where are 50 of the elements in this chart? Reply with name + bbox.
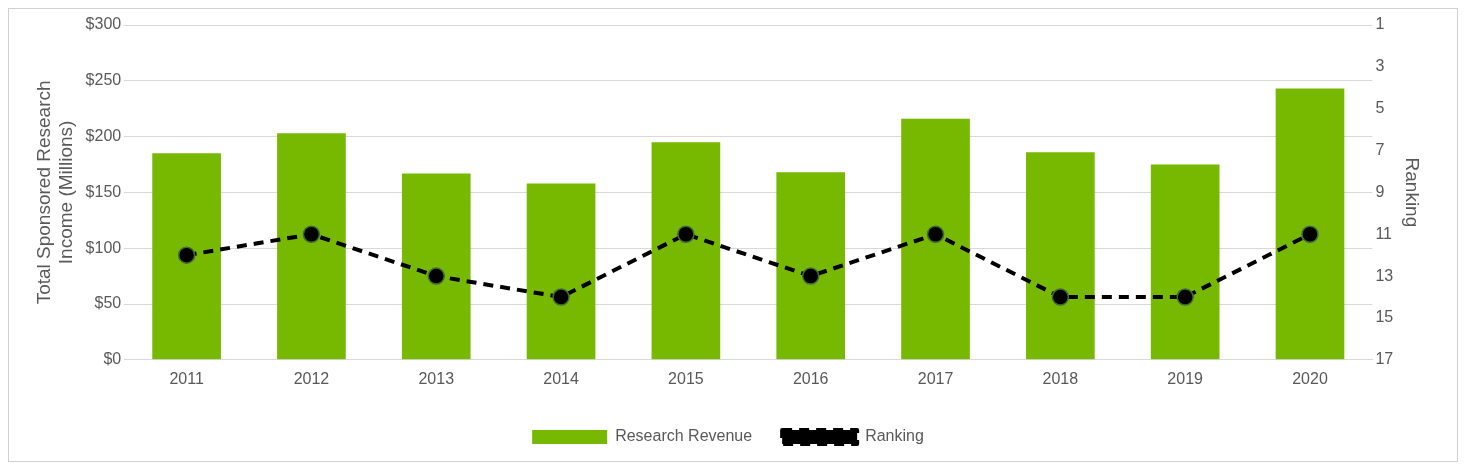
- y-tick-label: $200: [85, 127, 122, 145]
- point: [552, 288, 570, 306]
- y2-tick-label: 9: [1375, 182, 1385, 200]
- x-tick-label: 2019: [1167, 369, 1204, 387]
- bar: [1275, 88, 1345, 360]
- y-tick-label: $100: [85, 238, 122, 256]
- x-tick-label: 2014: [543, 369, 579, 387]
- point: [177, 246, 196, 264]
- x-tick-label: 2015: [668, 369, 704, 387]
- point: [427, 267, 445, 285]
- legend-label: Ranking: [865, 427, 924, 445]
- bar: [152, 153, 221, 360]
- point: [677, 225, 695, 243]
- x-tick-label: 2017: [917, 369, 954, 387]
- x-tick-label: 2018: [1042, 369, 1079, 387]
- x-tick-label: 2016: [792, 369, 829, 387]
- y2-tick-label: 17: [1375, 350, 1394, 368]
- point: [302, 225, 321, 243]
- y2-axis-title: Ranking: [1402, 157, 1424, 228]
- x-tick-label: 2011: [169, 369, 204, 387]
- bar: [1026, 152, 1095, 360]
- y-tick-label: $150: [85, 182, 122, 200]
- point: [926, 225, 945, 243]
- bar: [277, 133, 346, 360]
- y-tick-label: $0: [103, 350, 122, 368]
- y2-tick-label: 13: [1375, 266, 1394, 284]
- y-tick-label: $50: [94, 294, 122, 312]
- bar: [901, 118, 970, 360]
- y-tick-label: $300: [85, 15, 122, 33]
- y2-tick-label: 7: [1375, 140, 1385, 158]
- x-tick-label: 2020: [1292, 369, 1328, 387]
- bar: [401, 173, 471, 360]
- bar: [651, 142, 721, 360]
- y2-tick-label: 5: [1375, 99, 1385, 117]
- bar: [776, 172, 846, 360]
- point: [1176, 288, 1194, 306]
- y-axis-title: Total Sponsored Research Income (Millions): [32, 80, 77, 305]
- point: [1051, 288, 1070, 306]
- legend-label: Research Revenue: [615, 427, 753, 445]
- point: [1301, 225, 1319, 243]
- point: [801, 267, 820, 285]
- bar: [1150, 164, 1220, 360]
- x-tick-label: 2013: [418, 369, 455, 387]
- y-tick-label: $250: [85, 71, 122, 89]
- bar: [526, 183, 596, 360]
- y2-tick-label: 11: [1375, 224, 1393, 242]
- x-tick-label: 2012: [293, 369, 330, 387]
- y2-tick-label: 15: [1375, 308, 1394, 326]
- y2-tick-label: 3: [1375, 57, 1385, 75]
- y2-tick-label: 1: [1375, 15, 1385, 33]
